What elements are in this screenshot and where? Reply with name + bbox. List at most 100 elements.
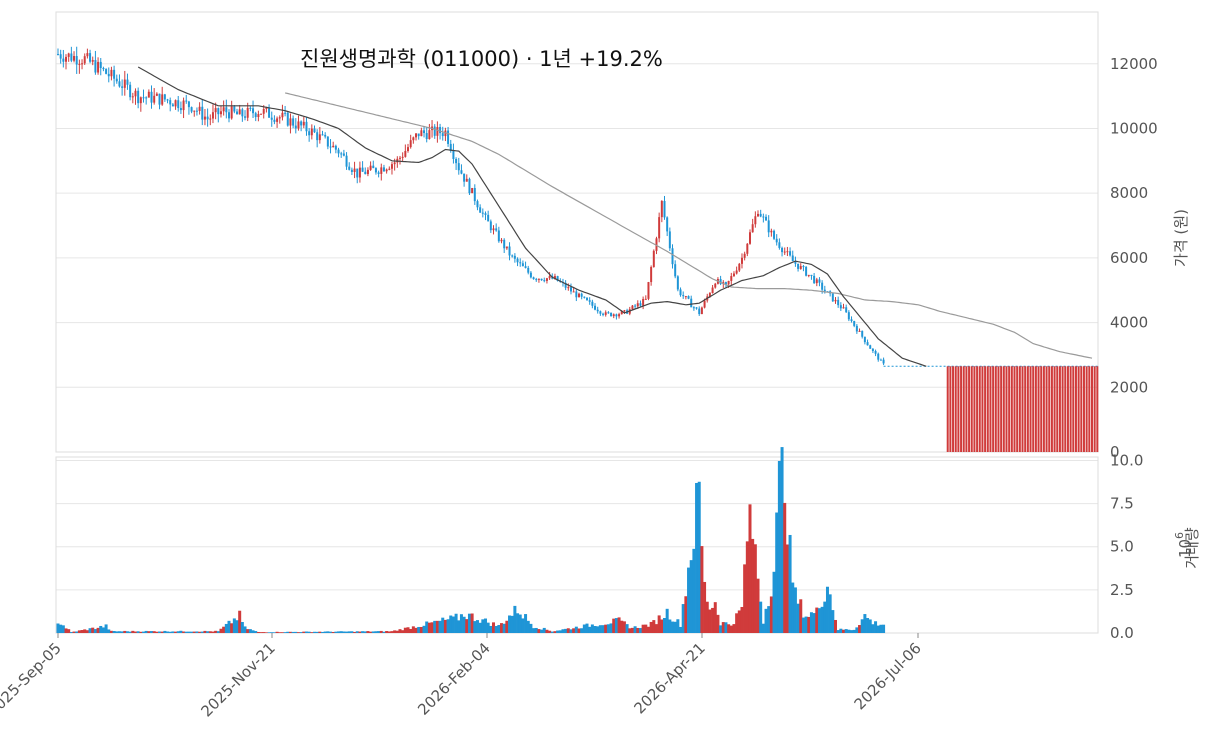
trailing-bar bbox=[962, 366, 965, 452]
volume-bar bbox=[633, 626, 637, 633]
candle-body bbox=[73, 56, 76, 61]
candle-body bbox=[652, 250, 655, 267]
volume-bar bbox=[446, 619, 450, 633]
candle-body bbox=[289, 118, 292, 126]
volume-bar bbox=[652, 620, 656, 633]
volume-bar bbox=[764, 608, 768, 633]
trailing-bar bbox=[1034, 366, 1037, 452]
volume-bar bbox=[756, 578, 760, 633]
candle-body bbox=[674, 264, 677, 277]
volume-bar bbox=[494, 626, 498, 633]
volume-bar bbox=[144, 630, 148, 633]
candle-body bbox=[532, 277, 535, 280]
volume-bar bbox=[158, 631, 162, 633]
candle-body bbox=[225, 107, 228, 113]
volume-bar bbox=[580, 628, 584, 633]
trailing-bar bbox=[997, 366, 1000, 452]
volume-bar bbox=[355, 631, 359, 633]
candle-body bbox=[545, 278, 548, 281]
volume-bar bbox=[585, 623, 589, 633]
volume-bar bbox=[537, 629, 541, 633]
candle-body bbox=[663, 200, 666, 218]
volume-bar bbox=[435, 620, 439, 633]
volume-bar bbox=[264, 632, 268, 633]
volume-bar bbox=[719, 625, 723, 633]
volume-bar bbox=[505, 620, 509, 633]
candle-body bbox=[105, 69, 108, 74]
volume-bar bbox=[115, 631, 119, 633]
volume-bar bbox=[441, 617, 445, 633]
volume-bar bbox=[288, 631, 292, 633]
candle-body bbox=[516, 258, 519, 263]
volume-bar bbox=[612, 618, 616, 633]
volume-bar bbox=[844, 629, 848, 633]
volume-bar bbox=[184, 631, 188, 633]
candle-body bbox=[286, 112, 289, 126]
candle-body bbox=[866, 342, 869, 346]
volume-bar bbox=[387, 631, 391, 633]
candle-body bbox=[452, 150, 455, 159]
candle-body bbox=[786, 251, 789, 253]
candle-body bbox=[244, 116, 247, 118]
volume-bar bbox=[318, 631, 322, 633]
trailing-bar bbox=[1026, 366, 1029, 452]
candle-body bbox=[529, 272, 532, 278]
volume-bar bbox=[828, 594, 832, 633]
candle-body bbox=[457, 163, 460, 171]
volume-bar bbox=[315, 631, 319, 633]
volume-bar bbox=[657, 615, 661, 633]
volume-bar bbox=[609, 623, 613, 633]
volume-bar bbox=[117, 631, 121, 633]
volume-bar bbox=[88, 628, 92, 633]
candle-body bbox=[409, 140, 412, 148]
volume-bar bbox=[385, 631, 389, 633]
volume-bar bbox=[569, 629, 573, 633]
volume-bar bbox=[513, 605, 517, 633]
volume-bar bbox=[842, 629, 846, 633]
volume-bar bbox=[724, 622, 728, 633]
candle-body bbox=[767, 220, 770, 233]
volume-bar bbox=[139, 631, 143, 633]
trailing-bar bbox=[1016, 366, 1019, 452]
candle-body bbox=[799, 266, 802, 269]
candle-body bbox=[377, 172, 380, 174]
candle-body bbox=[495, 228, 498, 231]
volume-bar bbox=[187, 631, 191, 633]
volume-bar bbox=[302, 631, 306, 633]
candle-body bbox=[847, 312, 850, 320]
volume-bar bbox=[625, 624, 629, 633]
candle-body bbox=[658, 217, 661, 239]
candle-body bbox=[602, 313, 605, 315]
volume-bar bbox=[419, 626, 423, 633]
volume-bar bbox=[644, 624, 648, 633]
volume-bar bbox=[190, 631, 194, 633]
candle-body bbox=[348, 166, 351, 170]
candle-body bbox=[682, 295, 685, 297]
trailing-bar bbox=[1005, 366, 1008, 452]
volume-bar bbox=[451, 616, 455, 633]
trailing-bar bbox=[992, 366, 995, 452]
volume-bar bbox=[636, 627, 640, 633]
volume-bar bbox=[561, 629, 565, 633]
volume-bar bbox=[406, 627, 410, 633]
candle-body bbox=[586, 297, 589, 301]
trailing-bar bbox=[1061, 366, 1064, 452]
candle-body bbox=[358, 167, 361, 178]
trailing-bar bbox=[1045, 366, 1048, 452]
volume-tick-label: 0.0 bbox=[1110, 624, 1134, 642]
candle-body bbox=[219, 111, 222, 115]
candle-body bbox=[222, 107, 225, 112]
volume-bar bbox=[745, 541, 749, 633]
candle-body bbox=[113, 69, 116, 79]
volume-bar bbox=[342, 631, 346, 633]
candle-body bbox=[294, 125, 297, 129]
volume-bar bbox=[112, 631, 116, 633]
candle-body bbox=[748, 232, 751, 244]
volume-bar bbox=[109, 630, 113, 633]
volume-bar bbox=[395, 630, 399, 633]
volume-bar bbox=[566, 628, 570, 633]
volume-bar bbox=[283, 632, 287, 633]
candle-body bbox=[420, 130, 423, 137]
candle-body bbox=[463, 173, 466, 182]
candle-body bbox=[489, 221, 492, 231]
